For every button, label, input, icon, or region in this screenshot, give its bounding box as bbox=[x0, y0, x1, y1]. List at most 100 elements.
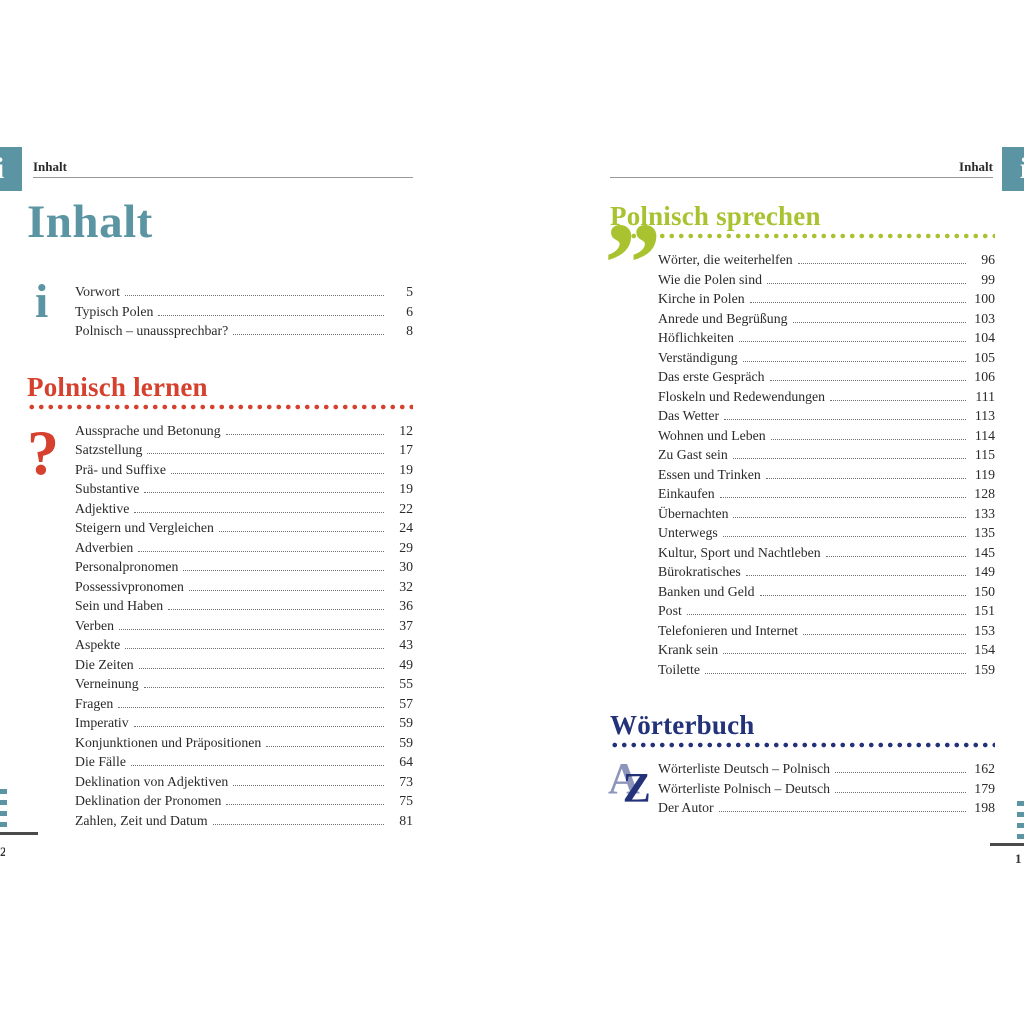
toc-entry: Einkaufen 128 bbox=[658, 486, 995, 506]
dotted-leader bbox=[133, 726, 384, 727]
dotted-leader bbox=[686, 614, 966, 615]
dotted-leader bbox=[168, 609, 384, 610]
toc-entry-label: Höflichkeiten bbox=[658, 330, 734, 345]
toc-entry-page: 73 bbox=[399, 773, 413, 789]
section-dotted-rule bbox=[610, 233, 995, 239]
section-body: ? Aussprache und Betonung 12 Satzstellung 17… bbox=[27, 417, 413, 833]
toc-entry-page: 19 bbox=[399, 481, 413, 496]
toc-entry: Aspekte 43 bbox=[75, 637, 413, 657]
section-heading: Polnisch lernen bbox=[27, 371, 208, 402]
toc-entry: Das erste Gespräch 106 bbox=[658, 369, 995, 389]
dotted-leader bbox=[835, 772, 966, 773]
section-icon-gutter: i bbox=[27, 276, 75, 343]
toc-entry-label: Bürokratisches bbox=[658, 564, 741, 579]
dotted-leader bbox=[830, 399, 966, 401]
dotted-leader bbox=[803, 633, 966, 635]
toc-entry-label: Floskeln und Redewendungen bbox=[658, 388, 826, 404]
toc-entry-label: Aussprache und Betonung bbox=[75, 422, 221, 438]
right-toc-groups: Polnisch sprechen” Wörter, die weiterhelf… bbox=[604, 202, 995, 820]
dotted-leader bbox=[733, 516, 966, 518]
toc-entry: Possessivpronomen 32 bbox=[75, 579, 413, 599]
toc-section: Wörterbuch AZ Wörterliste Deutsch – Polnis… bbox=[608, 711, 995, 820]
toc-entry-page: 119 bbox=[974, 466, 995, 482]
toc-section: Polnisch sprechen” Wörter, die weiterhelf… bbox=[604, 202, 995, 681]
toc-entry-label: Wörter, die weiterhelfen bbox=[658, 252, 793, 267]
toc-entry-page: 17 bbox=[399, 442, 413, 457]
dotted-leader bbox=[759, 594, 966, 596]
dotted-leader bbox=[266, 745, 384, 747]
dotted-leader bbox=[792, 321, 966, 323]
toc-entry: Unterwegs 135 bbox=[658, 525, 995, 545]
toc-section: Polnisch lernen? Aussprache und Betonung 1… bbox=[27, 373, 413, 833]
toc-entry-page: 151 bbox=[974, 603, 995, 618]
toc-entry-label: Sein und Haben bbox=[75, 598, 164, 613]
toc-entry-page: 49 bbox=[399, 656, 413, 672]
dotted-leader bbox=[226, 804, 384, 805]
dotted-leader bbox=[138, 667, 384, 669]
section-icon-gutter: ” bbox=[604, 206, 661, 681]
toc-entry-label: Fragen bbox=[75, 695, 114, 711]
toc-entry-label: Übernachten bbox=[658, 505, 729, 521]
toc-entry-page: 104 bbox=[974, 330, 995, 345]
toc-entry-label: Verben bbox=[75, 617, 115, 633]
toc-entry: Aussprache und Betonung 12 bbox=[75, 423, 413, 443]
dotted-leader bbox=[797, 263, 966, 264]
toc-section: i Vorwort 5 Typisch Polen 6 Polnisch – unauss… bbox=[27, 276, 413, 343]
dotted-leader bbox=[718, 811, 966, 812]
toc-entry-label: Verneinung bbox=[75, 676, 139, 691]
dotted-leader bbox=[767, 282, 966, 284]
toc-entry-label: Kirche in Polen bbox=[658, 291, 745, 306]
toc-entry: Der Autor 198 bbox=[658, 800, 995, 820]
toc-entry: Floskeln und Redewendungen 111 bbox=[658, 389, 995, 409]
dotted-leader bbox=[723, 653, 966, 654]
info-icon: i bbox=[35, 275, 49, 328]
toc-entry-page: 19 bbox=[399, 461, 413, 477]
toc-entry-label: Anrede und Begrüßung bbox=[658, 310, 788, 326]
toc-entry: Wohnen und Leben 114 bbox=[658, 428, 995, 448]
toc-entry-label: Das Wetter bbox=[658, 408, 720, 423]
dotted-leader bbox=[825, 555, 966, 557]
dotted-leader bbox=[722, 536, 966, 537]
toc-entry: Deklination der Pronomen 75 bbox=[75, 793, 413, 813]
toc-entry-page: 32 bbox=[399, 578, 413, 594]
toc-entry-label: Der Autor bbox=[658, 800, 714, 815]
toc-entry: Die Fälle 64 bbox=[75, 754, 413, 774]
dotted-leader bbox=[225, 433, 384, 435]
toc-entry-page: 12 bbox=[399, 422, 413, 438]
toc-entry: Telefonieren und Internet 153 bbox=[658, 623, 995, 643]
toc-entry-page: 75 bbox=[399, 793, 413, 808]
header-rule-right bbox=[610, 177, 993, 178]
dotted-leader bbox=[212, 823, 384, 825]
toc-entry-label: Banken und Geld bbox=[658, 583, 755, 599]
toc-entry-page: 37 bbox=[399, 617, 413, 633]
toc-entry-label: Konjunktionen und Präpositionen bbox=[75, 734, 262, 750]
dotted-leader bbox=[158, 314, 384, 316]
toc-entry: Banken und Geld 150 bbox=[658, 584, 995, 604]
toc-entry-page: 135 bbox=[974, 525, 995, 540]
toc-entry-label: Essen und Trinken bbox=[658, 466, 761, 482]
dotted-leader bbox=[147, 453, 384, 454]
toc-entry-label: Wohnen und Leben bbox=[658, 427, 766, 443]
dotted-leader bbox=[704, 672, 966, 674]
running-header-right: Inhalt bbox=[959, 159, 993, 174]
toc-entry-page: 154 bbox=[974, 642, 995, 657]
right-page-column: Polnisch sprechen” Wörter, die weiterhelf… bbox=[604, 196, 995, 820]
toc-entry-page: 115 bbox=[974, 447, 995, 462]
toc-entry-label: Die Fälle bbox=[75, 754, 126, 769]
toc-entry-label: Adjektive bbox=[75, 500, 130, 516]
info-tab-icon: i bbox=[0, 147, 22, 191]
toc-rows: Wörter, die weiterhelfen 96 Wie die Polen … bbox=[658, 252, 995, 681]
letter-a: A bbox=[608, 754, 640, 803]
section-icon-gutter: ? bbox=[27, 417, 75, 833]
toc-entry-label: Substantive bbox=[75, 481, 140, 496]
toc-entry: Wörter, die weiterhelfen 96 bbox=[658, 252, 995, 272]
toc-entry-page: 106 bbox=[974, 369, 995, 384]
dotted-leader bbox=[233, 334, 384, 335]
toc-entry-label: Zahlen, Zeit und Datum bbox=[75, 812, 208, 828]
dotted-leader bbox=[119, 628, 384, 630]
dotted-leader bbox=[124, 295, 384, 296]
toc-entry-page: 29 bbox=[399, 539, 413, 555]
toc-entry-label: Steigern und Vergleichen bbox=[75, 520, 214, 535]
toc-entry: Prä- und Suffixe 19 bbox=[75, 462, 413, 482]
dotted-leader bbox=[118, 706, 384, 708]
